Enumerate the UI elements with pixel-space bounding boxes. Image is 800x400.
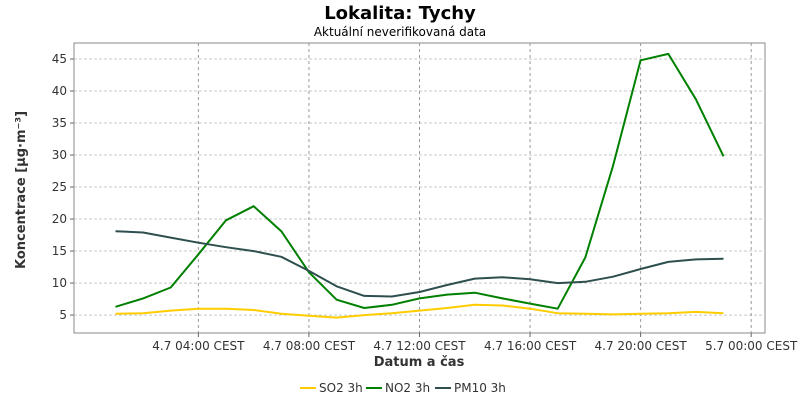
legend-entry: PM10 3h: [454, 381, 506, 395]
legend-entry: NO2 3h: [385, 381, 430, 395]
y-tick-label: 20: [52, 212, 67, 226]
chart-title: Lokalita: Tychy: [324, 3, 476, 24]
x-tick-label: 4.7 16:00 CEST: [484, 339, 577, 353]
y-axis-ticks: 5 10 15 20 25 30 35 40 45: [52, 52, 74, 322]
x-tick-label: 4.7 12:00 CEST: [373, 339, 466, 353]
y-tick-label: 10: [52, 276, 67, 290]
y-tick-label: 30: [52, 148, 67, 162]
series-line-so2-3h: [115, 303, 724, 319]
y-tick-label: 5: [59, 308, 67, 322]
x-tick-label: 4.7 20:00 CEST: [595, 339, 688, 353]
x-tick-label: 5.7 00:00 CEST: [705, 339, 798, 353]
x-tick-label: 4.7 04:00 CEST: [152, 339, 245, 353]
series-lines: [115, 52, 725, 319]
gridlines: [74, 43, 765, 333]
y-axis-label: Koncentrace [µg·m⁻³]: [14, 111, 29, 269]
legend: SO2 3h NO2 3h PM10 3h: [300, 381, 506, 395]
y-tick-label: 25: [52, 180, 67, 194]
y-tick-label: 45: [52, 52, 67, 66]
legend-entry: SO2 3h: [319, 381, 363, 395]
y-tick-label: 15: [52, 244, 67, 258]
x-axis-label: Datum a čas: [374, 355, 465, 370]
y-tick-label: 40: [52, 84, 67, 98]
series-line-no2-3h: [115, 52, 725, 310]
y-tick-label: 35: [52, 116, 67, 130]
chart-subtitle: Aktuální neverifikovaná data: [314, 25, 486, 39]
x-tick-label: 4.7 08:00 CEST: [263, 339, 356, 353]
series-line-pm10-3h: [115, 230, 724, 298]
x-axis-ticks: 4.7 04:00 CEST 4.7 08:00 CEST 4.7 12:00 CE…: [152, 333, 798, 353]
